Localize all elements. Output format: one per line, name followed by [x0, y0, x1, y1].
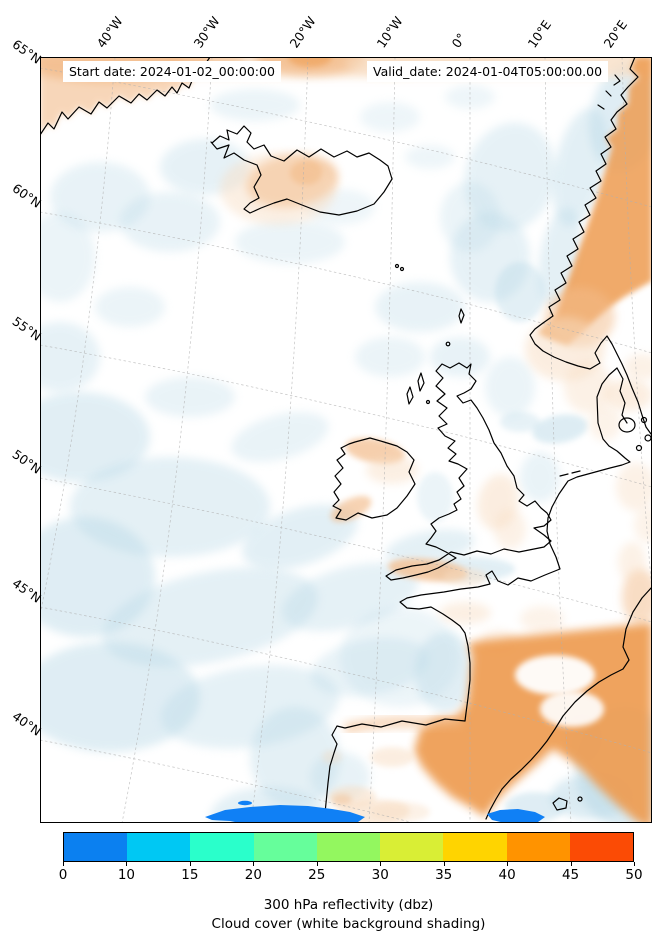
colorbar-tick-mark: [507, 862, 509, 866]
colorbar-tick-label: 50: [625, 867, 643, 883]
colorbar-tick-mark: [380, 862, 382, 866]
gridlines-layer: [40, 57, 652, 823]
colorbar-tick-label: 0: [58, 867, 68, 883]
colorbar: [63, 832, 634, 862]
start-date-title: Start date: 2024-01-02_00:00:00: [63, 61, 281, 82]
colorbar-tick-mark: [189, 862, 191, 866]
colorbar-tick-label: 25: [308, 867, 326, 883]
orange-shading-layer: [40, 57, 652, 823]
colorbar-tick-mark: [570, 862, 572, 866]
colorbar-segment: [443, 833, 507, 861]
colorbar-segment: [569, 833, 633, 861]
colorbar-label-primary: 300 hPa reflectivity (dbz): [263, 897, 434, 913]
map-canvas: [40, 57, 652, 823]
colorbar-segment: [380, 833, 444, 861]
colorbar-tick-label: 15: [181, 867, 199, 883]
colorbar-tick-label: 40: [498, 867, 516, 883]
map-axes: [40, 57, 652, 823]
colorbar-tick-mark: [316, 862, 318, 866]
colorbar-tick-label: 30: [371, 867, 389, 883]
colorbar-tick-mark: [126, 862, 128, 866]
lat-tick-label: 45°N: [9, 575, 45, 606]
colorbar-tick-label: 10: [117, 867, 136, 883]
colorbar-label-secondary: Cloud cover (white background shading): [211, 916, 486, 932]
colorbar-captions: 300 hPa reflectivity (dbz) Cloud cover (…: [63, 896, 634, 934]
valid-date-title: Valid_date: 2024-01-04T05:00:00.00: [367, 61, 609, 82]
lat-tick-label: 50°N: [9, 446, 45, 477]
lon-tick-label: 20°E: [600, 17, 631, 51]
colorbar-tick-mark: [634, 862, 635, 866]
colorbar-segment: [190, 833, 254, 861]
coastlines-layer: [40, 57, 652, 823]
colorbar-segment: [64, 833, 128, 861]
lon-tick-label: 30°W: [190, 13, 223, 51]
colorbar-tick-label: 35: [435, 867, 453, 883]
reflectivity-cells-layer: [205, 800, 545, 823]
colorbar-tick-mark: [443, 862, 445, 866]
colorbar-tick-label: 20: [244, 867, 262, 883]
colorbar-segment: [127, 833, 191, 861]
colorbar-tick-mark: [63, 862, 64, 866]
lat-tick-label: 40°N: [9, 708, 45, 739]
colorbar-segment: [253, 833, 317, 861]
lon-tick-label: 20°W: [286, 13, 319, 51]
lon-tick-label: 40°W: [93, 13, 126, 51]
lat-tick-label: 60°N: [9, 180, 45, 211]
lon-tick-label: 10°E: [524, 17, 555, 51]
colorbar-segment: [316, 833, 381, 861]
lon-tick-label: 0°: [448, 30, 469, 51]
lat-tick-label: 55°N: [9, 313, 45, 344]
map-frame: [40, 57, 652, 823]
lat-tick-label: 65°N: [9, 36, 45, 67]
lon-tick-label: 10°W: [373, 13, 406, 51]
cloud-shading-layer: [40, 62, 652, 823]
colorbar-segment: [506, 833, 570, 861]
colorbar-tick-label: 45: [561, 867, 580, 883]
colorbar-tick-mark: [253, 862, 255, 866]
